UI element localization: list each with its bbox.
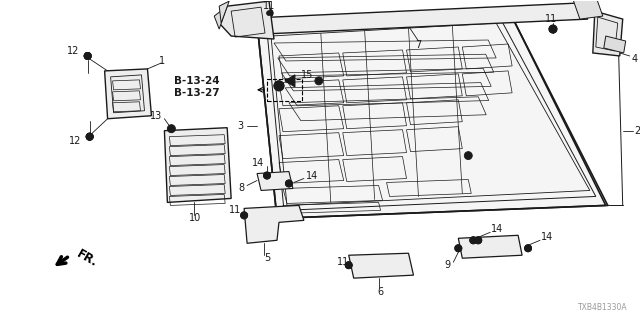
Polygon shape <box>229 3 588 35</box>
Bar <box>267 79 302 101</box>
Text: 15: 15 <box>301 70 313 80</box>
Polygon shape <box>285 75 295 87</box>
Text: 14: 14 <box>491 224 504 234</box>
Text: 12: 12 <box>69 136 82 146</box>
Circle shape <box>88 135 92 139</box>
Text: 12: 12 <box>67 46 80 56</box>
Polygon shape <box>219 1 274 39</box>
Circle shape <box>471 238 476 242</box>
Text: 11: 11 <box>263 1 275 11</box>
Text: 14: 14 <box>306 171 318 180</box>
Text: TXB4B1330A: TXB4B1330A <box>578 303 628 312</box>
Polygon shape <box>257 172 293 190</box>
Circle shape <box>455 245 462 252</box>
Circle shape <box>476 238 480 242</box>
Circle shape <box>86 133 93 140</box>
Text: 5: 5 <box>264 253 270 263</box>
Text: 1: 1 <box>159 56 166 66</box>
Circle shape <box>265 9 273 17</box>
Circle shape <box>345 262 352 269</box>
Text: 3: 3 <box>237 121 243 131</box>
Text: 8: 8 <box>238 183 244 194</box>
Polygon shape <box>104 69 152 119</box>
Circle shape <box>276 83 282 89</box>
Text: 6: 6 <box>378 287 383 297</box>
Circle shape <box>274 81 284 91</box>
Circle shape <box>475 237 482 244</box>
Polygon shape <box>244 205 304 243</box>
Polygon shape <box>229 9 254 31</box>
Circle shape <box>88 135 92 139</box>
Polygon shape <box>604 36 626 53</box>
Polygon shape <box>593 11 623 56</box>
Polygon shape <box>164 128 231 203</box>
Circle shape <box>347 263 351 267</box>
Circle shape <box>466 153 471 158</box>
Circle shape <box>86 54 90 58</box>
Circle shape <box>285 180 292 187</box>
Circle shape <box>86 133 93 140</box>
Text: FR.: FR. <box>75 247 100 270</box>
Text: 2: 2 <box>635 126 640 136</box>
Circle shape <box>456 246 460 250</box>
Circle shape <box>241 212 248 219</box>
Text: 13: 13 <box>150 111 163 121</box>
Text: 14: 14 <box>541 232 553 242</box>
Circle shape <box>315 77 323 85</box>
Text: 11: 11 <box>337 257 349 267</box>
Text: 11: 11 <box>229 205 241 215</box>
Circle shape <box>470 237 477 244</box>
Circle shape <box>549 25 557 33</box>
Text: B-13-24
B-13-27: B-13-24 B-13-27 <box>173 76 219 98</box>
Text: 10: 10 <box>189 213 202 223</box>
Polygon shape <box>219 1 229 23</box>
Circle shape <box>242 213 246 217</box>
Circle shape <box>266 11 271 16</box>
Circle shape <box>84 52 91 60</box>
Text: 4: 4 <box>632 54 638 64</box>
Circle shape <box>265 173 269 178</box>
Polygon shape <box>214 6 227 29</box>
Circle shape <box>550 27 556 32</box>
Polygon shape <box>257 9 606 218</box>
Polygon shape <box>349 253 413 278</box>
Circle shape <box>264 172 271 179</box>
Circle shape <box>316 78 321 83</box>
Circle shape <box>169 126 174 131</box>
Circle shape <box>84 52 91 60</box>
Text: 7: 7 <box>415 40 422 50</box>
Polygon shape <box>573 0 603 19</box>
Circle shape <box>464 152 472 160</box>
Text: 11: 11 <box>545 14 557 24</box>
Circle shape <box>525 245 532 252</box>
Circle shape <box>287 181 291 186</box>
Circle shape <box>526 246 530 250</box>
Circle shape <box>168 125 175 133</box>
Text: 9: 9 <box>444 260 451 270</box>
Circle shape <box>86 54 90 58</box>
Polygon shape <box>458 235 522 258</box>
Text: 14: 14 <box>252 157 264 168</box>
